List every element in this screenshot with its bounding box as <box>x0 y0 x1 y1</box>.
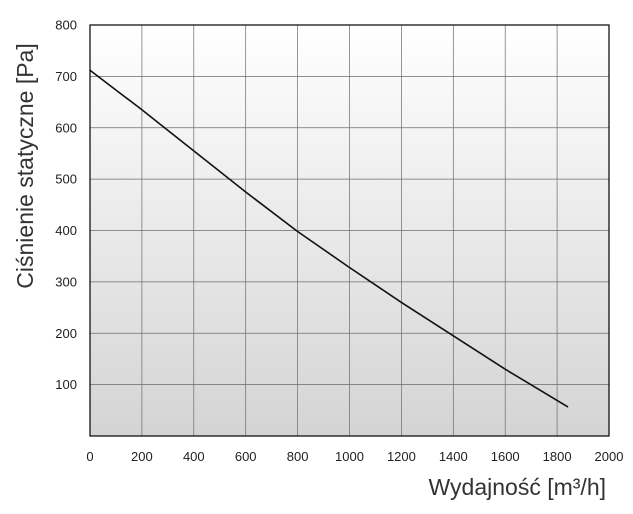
plot-frame <box>89 24 610 437</box>
y-tick-label: 700 <box>55 69 77 84</box>
series-layer <box>89 69 569 408</box>
x-tick-label: 1400 <box>439 449 468 464</box>
x-tick-label: 1600 <box>491 449 520 464</box>
x-tick-label: 2000 <box>595 449 624 464</box>
x-tick-label: 1200 <box>387 449 416 464</box>
x-tick-label: 1000 <box>335 449 364 464</box>
y-axis-title: Ciśnienie statyczne [Pa] <box>12 43 38 288</box>
y-tick-label: 300 <box>55 274 77 289</box>
x-tick-label: 800 <box>287 449 309 464</box>
y-tick-label: 200 <box>55 326 77 341</box>
x-tick-label: 0 <box>86 449 93 464</box>
y-tick-label: 500 <box>55 172 77 187</box>
y-tick-label: 600 <box>55 120 77 135</box>
y-tick-label: 100 <box>55 377 77 392</box>
x-tick-label: 1800 <box>543 449 572 464</box>
y-tick-label: 800 <box>55 18 77 33</box>
x-axis-title: Wydajność [m³/h] <box>429 474 606 500</box>
x-tick-label: 200 <box>131 449 153 464</box>
x-tick-label: 600 <box>235 449 257 464</box>
tick-labels: 0 200 400 600 800 1000 1200 1400 1600 1800 2000 100… <box>55 18 623 465</box>
x-tick-label: 400 <box>183 449 205 464</box>
series-line <box>89 69 569 408</box>
y-tick-label: 400 <box>55 223 77 238</box>
